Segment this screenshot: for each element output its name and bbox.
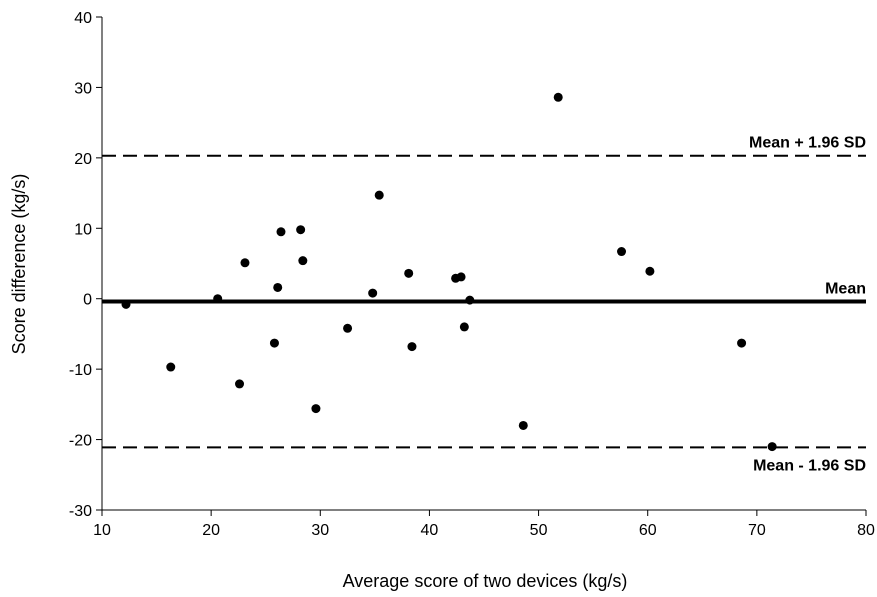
x-tick-label: 70 <box>748 522 766 539</box>
data-point <box>407 342 417 352</box>
data-point <box>374 190 384 200</box>
data-point <box>276 227 286 237</box>
reference-line-labels: Mean + 1.96 SD Mean Mean - 1.96 SD <box>749 135 866 475</box>
data-point <box>645 266 655 276</box>
y-tick-label: 20 <box>74 151 92 168</box>
x-tick-label: 50 <box>530 522 548 539</box>
data-point <box>465 295 475 305</box>
axes: -30 -20 -10 0 10 20 30 40 10 20 30 40 50 60 70 80 <box>69 10 875 539</box>
data-point <box>166 362 176 372</box>
y-tick-label: -30 <box>69 503 92 520</box>
y-tick-label: 30 <box>74 80 92 97</box>
data-point <box>213 294 223 304</box>
data-point <box>459 322 469 332</box>
x-tick-label: 10 <box>93 522 111 539</box>
data-point <box>767 442 777 452</box>
data-point <box>617 247 627 257</box>
data-point <box>737 338 747 348</box>
x-tick-label: 80 <box>857 522 875 539</box>
data-point <box>298 256 308 266</box>
data-point <box>368 288 378 298</box>
y-axis-title: Score difference (kg/s) <box>9 174 29 355</box>
y-tick-label: -20 <box>69 433 92 450</box>
x-tick-label: 30 <box>311 522 329 539</box>
data-point <box>311 404 321 414</box>
data-point <box>273 282 283 292</box>
x-tick-label: 60 <box>639 522 657 539</box>
reference-line-label: Mean + 1.96 SD <box>749 135 866 152</box>
data-point <box>235 379 245 389</box>
reference-line-label: Mean <box>825 281 866 298</box>
data-point <box>240 258 250 268</box>
data-point <box>553 92 563 102</box>
reference-lines <box>102 154 866 449</box>
y-tick-label: 10 <box>74 221 92 238</box>
data-points <box>121 92 777 452</box>
x-axis-title: Average score of two devices (kg/s) <box>343 571 628 591</box>
x-tick-label: 40 <box>421 522 439 539</box>
data-point <box>404 268 414 278</box>
data-point <box>343 323 353 333</box>
y-tick-label: -10 <box>69 362 92 379</box>
data-point <box>121 299 131 309</box>
y-tick-label: 0 <box>83 292 92 309</box>
y-tick-label: 40 <box>74 10 92 27</box>
data-point <box>296 225 306 235</box>
reference-line-label: Mean - 1.96 SD <box>753 457 866 474</box>
data-point <box>518 420 528 430</box>
x-tick-label: 20 <box>202 522 220 539</box>
data-point <box>269 338 279 348</box>
data-point <box>456 272 466 282</box>
